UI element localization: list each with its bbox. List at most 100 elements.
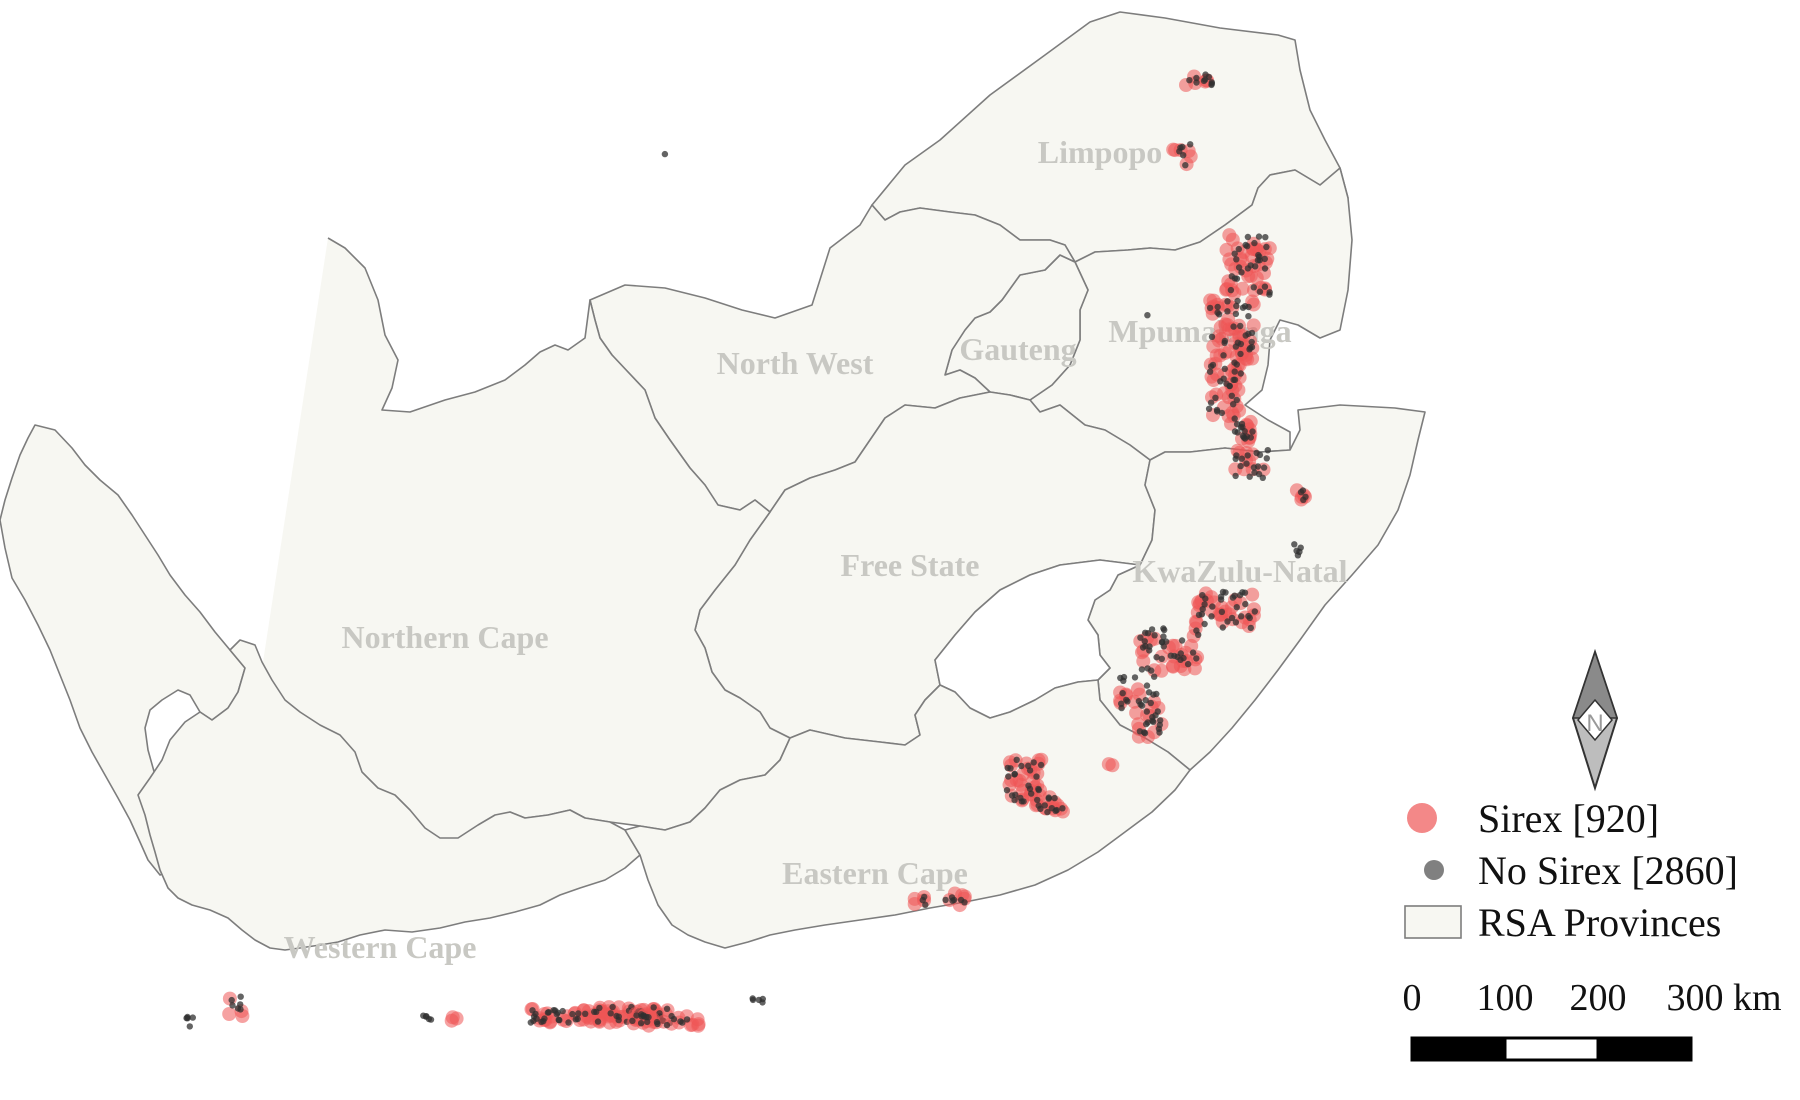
no-sirex-point [670,1015,678,1023]
no-sirex-point [1235,264,1243,271]
sirex-point [1245,587,1260,602]
no-sirex-point [1148,626,1156,633]
no-sirex-point [1238,455,1246,462]
no-sirex-point [1218,409,1226,417]
no-sirex-point [922,901,929,908]
no-sirex-point [633,1012,640,1019]
no-sirex-point [1251,608,1259,615]
scale-bar-frame [1410,1036,1693,1062]
no-sirex-point [1193,655,1200,662]
no-sirex-point [1214,309,1221,316]
no-sirex-point [1250,284,1258,291]
no-sirex-point [1144,312,1151,319]
no-sirex-point [1256,253,1263,260]
no-sirex-point [1153,654,1160,661]
no-sirex-point [1146,647,1153,654]
no-sirex-point [1151,632,1158,639]
no-sirex-point [1237,340,1245,348]
north-arrow-icon: N [1571,648,1619,792]
sirex-point [1034,752,1049,767]
no-sirex-point [1242,600,1249,608]
no-sirex-point [1261,283,1269,290]
no-sirex-point [1221,365,1229,372]
no-sirex-point [1208,333,1216,340]
sirex-point [1222,228,1237,243]
scale-label-100: 100 [1477,977,1534,1019]
sirex-point [222,1007,237,1021]
no-sirex-point [1154,708,1162,715]
no-sirex-point [1201,620,1208,628]
no-sirex-point [1251,469,1258,476]
no-sirex-point [1231,415,1238,422]
no-sirex-point [1220,352,1227,359]
no-sirex-point [229,1002,236,1009]
no-sirex-point [1235,245,1243,253]
province-label-free-state: Free State [841,547,980,583]
no-sirex-point [1262,234,1269,241]
no-sirex-point [1243,433,1251,440]
no-sirex-point [1037,805,1044,812]
sirex-point [1203,293,1218,308]
no-sirex-point [1025,782,1032,789]
no-sirex-point [1037,761,1045,769]
no-sirex-point [1224,298,1231,305]
no-sirex-point [1213,408,1221,415]
no-sirex-point [1143,682,1151,689]
no-sirex-point [1228,614,1236,622]
no-sirex-point [1245,313,1252,320]
no-sirex-point [1141,638,1149,645]
no-sirex-point [663,1021,671,1029]
no-sirex-point [1209,361,1217,369]
no-sirex-point [1059,805,1066,812]
no-sirex-point [1256,451,1264,459]
no-sirex-point [1218,608,1226,616]
no-sirex-point [1144,665,1151,672]
no-sirex-point [1143,708,1151,715]
no-sirex-point [1158,655,1166,662]
no-sirex-point [1186,77,1193,84]
no-sirex-point [582,1010,589,1017]
scale-segment-2 [1503,1036,1600,1062]
no-sirex-point [1142,629,1149,636]
no-sirex-point [641,1013,648,1020]
no-sirex-point [1033,773,1040,780]
no-sirex-point [237,1001,244,1008]
no-sirex-point [594,1018,602,1025]
no-sirex-point [942,896,949,904]
no-sirex-point [1137,701,1144,708]
no-sirex-point [1195,631,1202,638]
sirex-point [1187,661,1202,676]
no-sirex-point [1294,552,1302,559]
sirex-point [444,1013,459,1028]
no-sirex-point [1118,704,1125,712]
no-sirex-point [1261,255,1269,263]
no-sirex-point [755,996,763,1004]
no-sirex-point [1179,143,1186,151]
sirex-point [1105,758,1120,773]
no-sirex-point [565,1019,572,1026]
no-sirex-point [1224,618,1231,625]
no-sirex-point [637,1020,645,1027]
no-sirex-point [1209,603,1216,610]
no-sirex-point [1200,77,1208,85]
no-sirex-point [1206,304,1214,312]
no-sirex-point [1263,243,1270,251]
sirex-point [1129,705,1144,720]
no-sirex-point [661,150,669,158]
no-sirex-point [1232,455,1239,462]
no-sirex-point [1224,308,1231,315]
no-sirex-point [593,1008,600,1015]
no-sirex-point [650,1004,657,1011]
legend-sirex-swatch [1407,803,1437,833]
no-sirex-point [679,1019,686,1026]
no-sirex-point [1246,473,1253,480]
no-sirex-point [1156,729,1163,736]
no-sirex-point [1012,791,1019,798]
scale-bar: 0 100 200 300 km [1403,977,1782,1062]
no-sirex-point [541,1015,548,1022]
sirex-point [690,1012,705,1027]
no-sirex-point [919,896,926,904]
province-label-north-west: North West [717,345,874,381]
no-sirex-point [1241,589,1249,596]
sirex-point [1132,687,1147,702]
